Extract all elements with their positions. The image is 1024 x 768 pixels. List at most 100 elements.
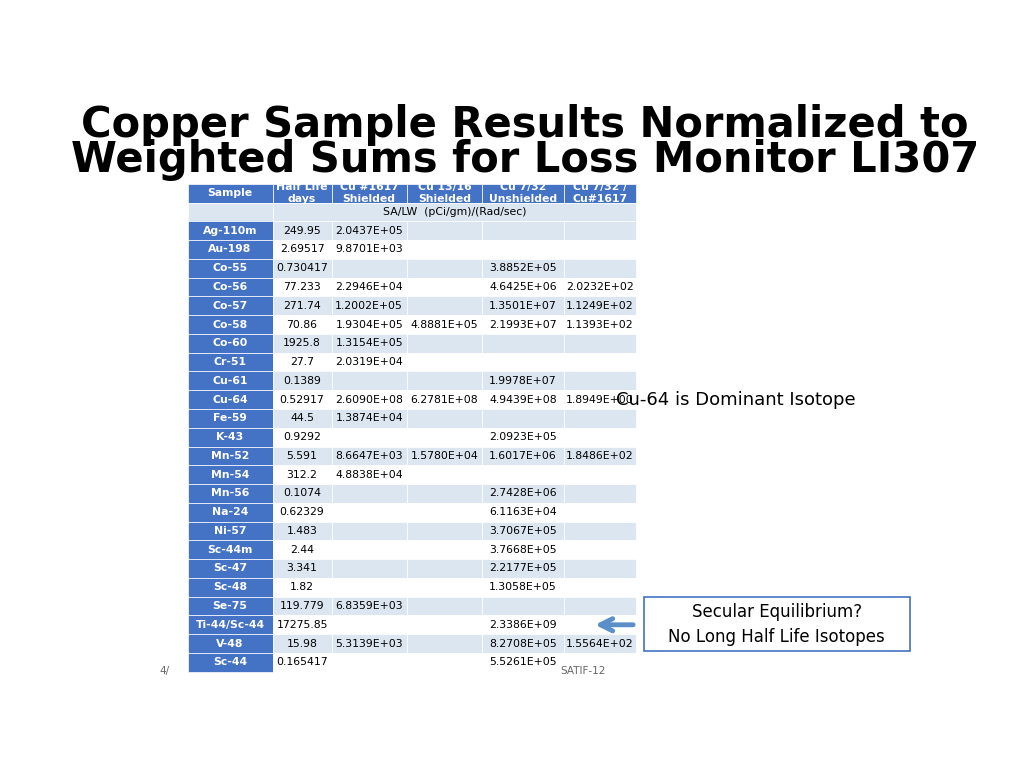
- Bar: [482, 465, 564, 484]
- Bar: [407, 653, 482, 672]
- Bar: [187, 409, 272, 428]
- Bar: [564, 541, 636, 559]
- Bar: [407, 315, 482, 334]
- Bar: [272, 240, 332, 259]
- Bar: [187, 372, 272, 390]
- Text: Fe-59: Fe-59: [213, 413, 247, 423]
- Bar: [407, 221, 482, 240]
- Text: 0.62329: 0.62329: [280, 507, 325, 517]
- Bar: [407, 465, 482, 484]
- Bar: [187, 446, 272, 465]
- Bar: [187, 240, 272, 259]
- Text: Co-55: Co-55: [213, 263, 248, 273]
- Text: Na-24: Na-24: [212, 507, 248, 517]
- Bar: [482, 521, 564, 541]
- Bar: [272, 541, 332, 559]
- Bar: [187, 578, 272, 597]
- Bar: [482, 184, 564, 203]
- Text: 2.2946E+04: 2.2946E+04: [335, 282, 403, 292]
- Text: 1.3501E+07: 1.3501E+07: [489, 301, 557, 311]
- Text: 0.730417: 0.730417: [276, 263, 328, 273]
- Bar: [407, 541, 482, 559]
- Bar: [272, 203, 636, 221]
- Bar: [332, 653, 407, 672]
- Bar: [564, 521, 636, 541]
- Bar: [407, 334, 482, 353]
- Bar: [332, 465, 407, 484]
- Bar: [272, 390, 332, 409]
- Bar: [272, 334, 332, 353]
- Bar: [407, 597, 482, 615]
- Text: Sample: Sample: [208, 188, 253, 198]
- Bar: [407, 372, 482, 390]
- Bar: [187, 353, 272, 372]
- Bar: [482, 541, 564, 559]
- Bar: [407, 353, 482, 372]
- Bar: [272, 353, 332, 372]
- Bar: [332, 296, 407, 315]
- Bar: [332, 484, 407, 503]
- Bar: [564, 615, 636, 634]
- Bar: [482, 653, 564, 672]
- Text: Cu 7/32
Unshielded: Cu 7/32 Unshielded: [488, 183, 557, 204]
- Text: 2.0923E+05: 2.0923E+05: [489, 432, 557, 442]
- Text: 2.3386E+09: 2.3386E+09: [489, 620, 557, 630]
- Text: Au-198: Au-198: [209, 244, 252, 254]
- Text: SA/LW  (pCi/gm)/(Rad/sec): SA/LW (pCi/gm)/(Rad/sec): [383, 207, 526, 217]
- Bar: [332, 578, 407, 597]
- Bar: [187, 521, 272, 541]
- Text: V-48: V-48: [216, 638, 244, 648]
- Bar: [332, 503, 407, 521]
- Bar: [187, 203, 272, 221]
- Text: 1.82: 1.82: [290, 582, 314, 592]
- Bar: [272, 578, 332, 597]
- Text: 6.1163E+04: 6.1163E+04: [489, 507, 557, 517]
- Bar: [272, 653, 332, 672]
- Bar: [272, 521, 332, 541]
- Bar: [564, 296, 636, 315]
- Bar: [564, 353, 636, 372]
- Bar: [332, 278, 407, 296]
- Bar: [272, 465, 332, 484]
- Text: Cu 13/16
Shielded: Cu 13/16 Shielded: [418, 183, 471, 204]
- Bar: [332, 315, 407, 334]
- Bar: [187, 653, 272, 672]
- Bar: [482, 446, 564, 465]
- Bar: [187, 484, 272, 503]
- Bar: [407, 240, 482, 259]
- Bar: [407, 296, 482, 315]
- Text: 3.341: 3.341: [287, 564, 317, 574]
- Text: 1.3154E+05: 1.3154E+05: [335, 339, 403, 349]
- Bar: [272, 615, 332, 634]
- Text: 3.7067E+05: 3.7067E+05: [489, 526, 557, 536]
- Text: Weighted Sums for Loss Monitor LI307: Weighted Sums for Loss Monitor LI307: [71, 139, 979, 181]
- Bar: [272, 446, 332, 465]
- Bar: [187, 296, 272, 315]
- Text: 2.0232E+02: 2.0232E+02: [566, 282, 634, 292]
- Bar: [564, 409, 636, 428]
- Text: 2.7428E+06: 2.7428E+06: [489, 488, 557, 498]
- Bar: [332, 615, 407, 634]
- Bar: [407, 578, 482, 597]
- Bar: [482, 221, 564, 240]
- Bar: [187, 184, 272, 203]
- Text: Mn-56: Mn-56: [211, 488, 249, 498]
- Text: 1.8486E+02: 1.8486E+02: [566, 451, 634, 461]
- Text: 271.74: 271.74: [284, 301, 321, 311]
- Text: 0.52917: 0.52917: [280, 395, 325, 405]
- Text: Sc-44m: Sc-44m: [208, 545, 253, 554]
- Text: Ti-44/Sc-44: Ti-44/Sc-44: [196, 620, 264, 630]
- Text: 9.8701E+03: 9.8701E+03: [335, 244, 403, 254]
- Text: Mn-52: Mn-52: [211, 451, 249, 461]
- Bar: [407, 278, 482, 296]
- Text: Mn-54: Mn-54: [211, 470, 249, 480]
- Text: 1.5564E+02: 1.5564E+02: [566, 638, 634, 648]
- Bar: [564, 259, 636, 278]
- Bar: [332, 353, 407, 372]
- Text: 4.6425E+06: 4.6425E+06: [489, 282, 557, 292]
- Bar: [407, 615, 482, 634]
- Bar: [187, 221, 272, 240]
- Text: 6.8359E+03: 6.8359E+03: [335, 601, 403, 611]
- Bar: [187, 259, 272, 278]
- Bar: [407, 521, 482, 541]
